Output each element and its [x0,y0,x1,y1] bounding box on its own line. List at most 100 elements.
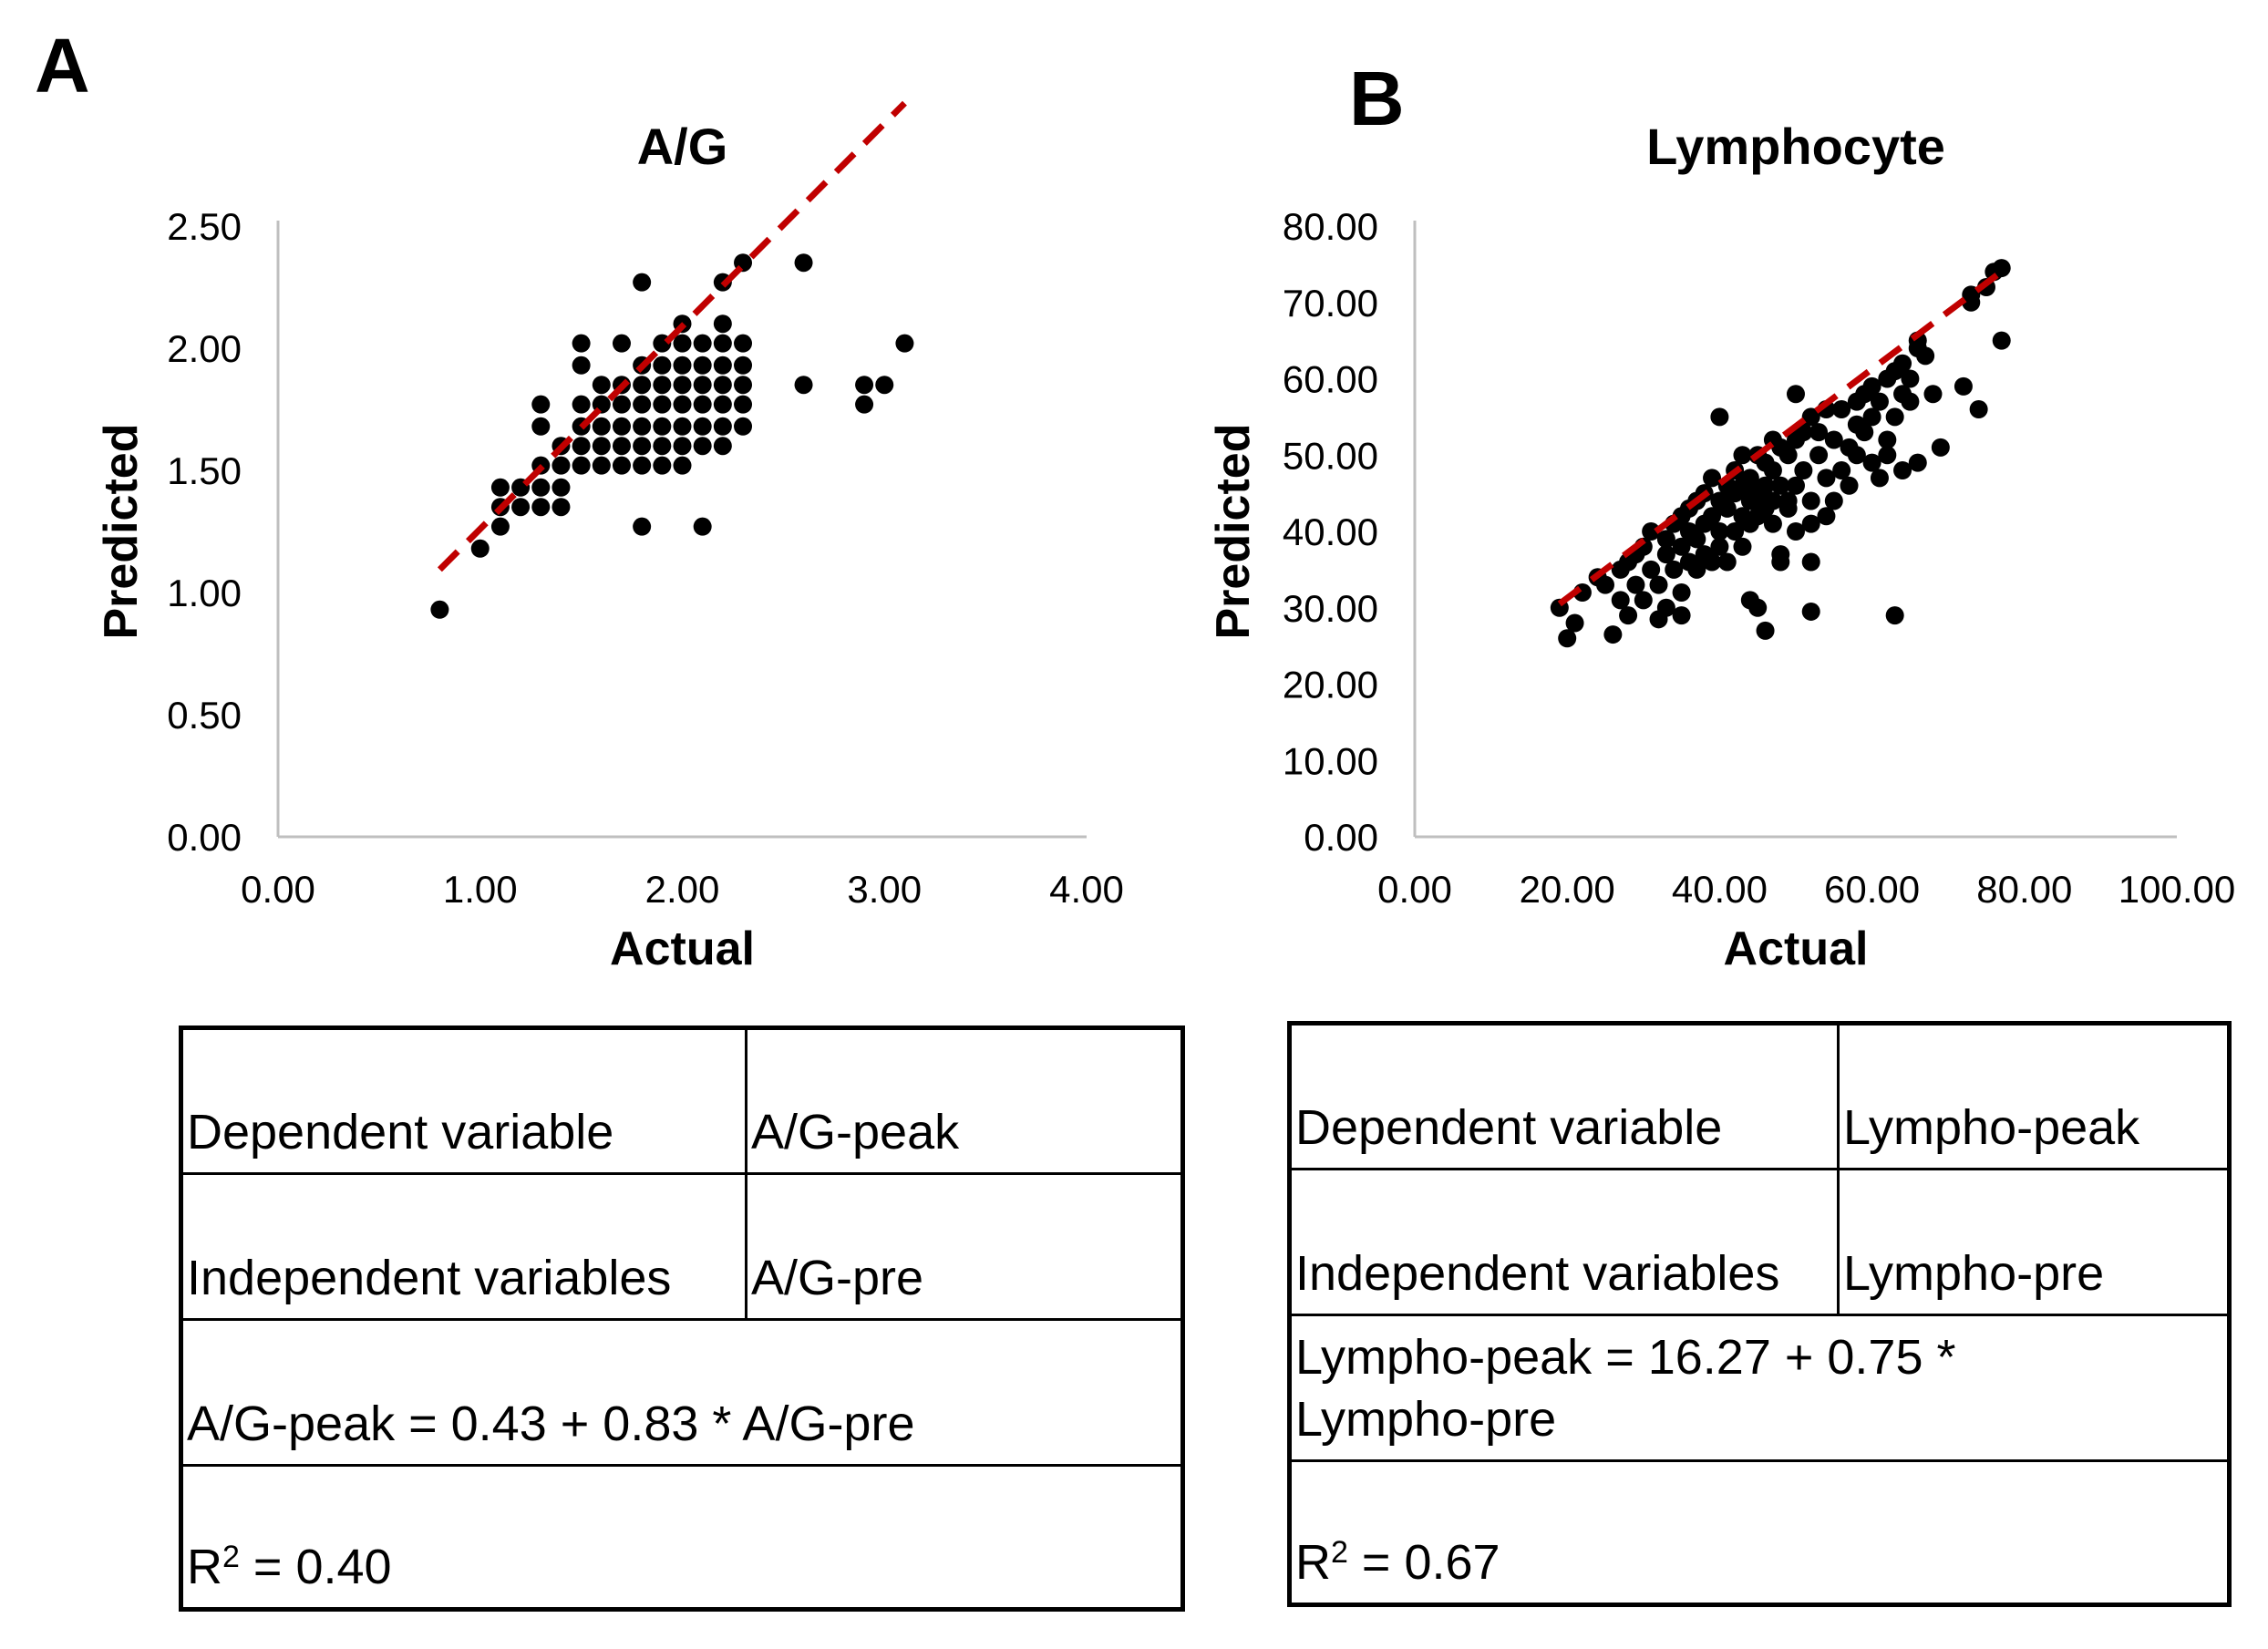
data-point [1565,613,1584,633]
table-row: Lympho-peak = 16.27 + 0.75 * Lympho-pre [1288,1314,2231,1462]
x-tick-label: 0.00 [1377,868,1452,911]
r-squared-exponent: 2 [222,1539,240,1574]
data-point [1809,446,1829,465]
data-point [693,334,712,353]
data-point [1801,514,1820,533]
data-point [1893,461,1912,479]
data-point [552,498,571,517]
y-tick-label: 2.00 [167,327,242,370]
x-tick-label: 2.00 [645,868,720,911]
data-point [1710,537,1729,556]
table-row: Dependent variable Lympho-peak [1288,1022,2231,1170]
data-point [592,437,611,456]
data-point [713,356,732,375]
data-point [1840,476,1859,495]
trendline [1557,269,2004,607]
y-tick-label: 30.00 [1283,587,1378,630]
data-point [1710,407,1729,427]
data-point [713,314,732,334]
data-point [693,517,712,536]
data-point [713,376,732,395]
data-point [552,456,571,475]
y-tick-label: 40.00 [1283,510,1378,553]
independent-value-cell: A/G-pre [745,1172,1184,1321]
data-point [653,356,672,375]
data-point [531,417,551,436]
data-point [1748,598,1768,617]
data-point [1787,476,1805,495]
data-point [1656,598,1675,617]
table-row: Independent variables Lympho-pre [1288,1168,2231,1316]
y-tick-label: 80.00 [1283,205,1378,248]
data-point [572,334,591,353]
data-point [1740,469,1759,488]
data-point [1870,469,1889,488]
data-point [1862,376,1881,396]
data-point [653,417,672,436]
data-point [531,478,551,497]
data-point [1862,453,1881,472]
table-row: A/G-peak = 0.43 + 0.83 * A/G-pre [180,1318,1184,1467]
data-point [1885,606,1904,625]
x-tick-label: 60.00 [1824,868,1920,911]
x-tick-label: 100.00 [2119,868,2235,911]
data-point [1603,625,1623,644]
data-point [673,395,692,414]
data-point [572,456,591,475]
r-squared-exponent: 2 [1331,1534,1348,1570]
dependent-label-cell: Dependent variable [1288,1022,1840,1170]
data-point [673,437,692,456]
data-point [794,376,813,395]
data-point [1801,407,1820,427]
data-point [633,417,652,436]
equation-cell: Lympho-peak = 16.27 + 0.75 * Lympho-pre [1288,1314,2231,1462]
dependent-value-cell: A/G-peak [745,1026,1184,1175]
x-tick-label: 1.00 [443,868,518,911]
data-point [1771,476,1790,495]
data-point [734,376,753,395]
data-point [673,417,692,436]
data-point [633,437,652,456]
data-point [1703,552,1722,572]
data-point [713,395,732,414]
r-squared-symbol: R [1295,1534,1331,1590]
y-tick-label: 10.00 [1283,739,1378,782]
r-squared-cell: R2 = 0.40 [180,1464,1184,1611]
data-point [653,395,672,414]
data-point [1763,461,1782,479]
data-point [592,456,611,475]
r-squared-cell: R2 = 0.67 [1288,1459,2231,1606]
data-point [1717,499,1737,518]
data-point [1642,560,1661,579]
data-point [1733,446,1752,465]
data-point [1717,552,1737,572]
data-point [1893,354,1912,373]
x-tick-label: 80.00 [1976,868,2072,911]
x-tick-label: 3.00 [847,868,922,911]
data-point [1962,285,1981,304]
data-point [1656,530,1675,549]
data-point [734,356,753,375]
data-point [855,395,874,414]
data-point [1634,591,1653,610]
data-point [612,417,631,436]
data-point [1794,461,1813,479]
data-point [1687,560,1706,579]
data-point [713,334,732,353]
data-point [592,376,611,395]
data-point [1763,514,1782,533]
data-point [511,498,531,517]
data-point [633,273,652,292]
data-point [1824,430,1843,449]
data-point [612,395,631,414]
data-point [1665,560,1684,579]
data-point [1885,407,1904,427]
data-point [673,356,692,375]
y-axis-label: Predicted [1207,424,1260,640]
y-tick-label: 1.50 [167,449,242,492]
data-point [1855,423,1874,442]
data-point [1656,545,1675,564]
data-point [673,456,692,475]
data-point [673,376,692,395]
x-tick-label: 20.00 [1520,868,1615,911]
